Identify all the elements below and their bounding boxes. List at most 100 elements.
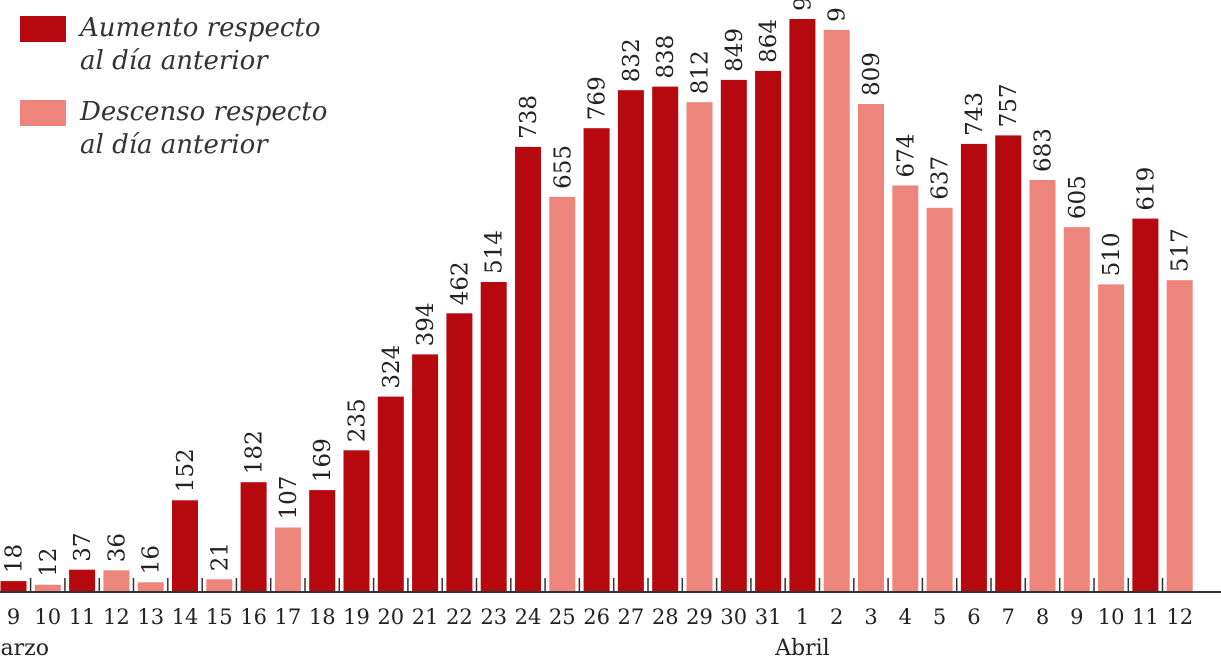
bar-value-label-3: 36	[104, 533, 130, 562]
bar-20	[686, 102, 713, 592]
bar-value-label-20: 812	[688, 50, 714, 94]
legend: Aumento respecto al día anterior Descens…	[20, 12, 330, 180]
bar-value-label-26: 674	[893, 134, 919, 178]
legend-swatch-decrease	[20, 100, 66, 126]
bar-12	[412, 354, 439, 592]
bar-21	[720, 79, 747, 592]
bar-value-label-22: 864	[756, 19, 782, 63]
bar-9	[309, 490, 336, 592]
x-tick-label-26: 4	[899, 605, 912, 629]
x-tick-label-34: 12	[1166, 605, 1193, 629]
bar-26	[892, 185, 919, 592]
bar-32	[1098, 284, 1125, 592]
bar-value-label-24: 9	[825, 7, 851, 22]
bar-15	[515, 146, 541, 592]
bar-value-label-4: 16	[139, 545, 165, 574]
x-tick-label-13: 22	[446, 605, 473, 629]
bar-6	[206, 579, 233, 592]
value-labels-group: 18 12 37 36 16 152 21 182 107 169 235 324 394 462 514 7…	[2, 0, 1194, 577]
x-tick-label-32: 10	[1098, 605, 1125, 629]
bar-value-label-15: 738	[516, 95, 542, 139]
x-tick-label-30: 8	[1036, 605, 1049, 629]
bar-2	[69, 569, 96, 592]
x-tick-label-1: 10	[34, 605, 61, 629]
bar-value-label-33: 619	[1133, 167, 1159, 211]
x-tick-label-18: 27	[618, 605, 645, 629]
bar-27	[926, 207, 953, 593]
bar-value-label-5: 152	[173, 448, 199, 492]
bar-value-label-13: 462	[447, 261, 473, 305]
bar-33	[1132, 218, 1159, 592]
x-tick-label-14: 23	[480, 605, 507, 629]
x-tick-label-20: 29	[686, 605, 713, 629]
month-label-0: Marzo	[0, 636, 49, 661]
bar-value-label-11: 324	[379, 345, 405, 389]
x-tick-label-0: 9	[7, 605, 20, 629]
x-tick-label-12: 21	[412, 605, 439, 629]
x-tick-label-16: 25	[549, 605, 576, 629]
bar-value-label-6: 21	[207, 542, 233, 571]
bar-value-label-25: 809	[859, 52, 885, 96]
bar-24	[823, 29, 850, 592]
x-tick-label-22: 31	[755, 605, 782, 629]
x-tick-label-33: 11	[1132, 605, 1159, 629]
bar-13	[446, 313, 473, 592]
x-tick-label-5: 14	[172, 605, 199, 629]
x-tick-label-9: 18	[309, 605, 336, 629]
x-tick-label-10: 19	[343, 605, 370, 629]
bar-25	[858, 104, 884, 592]
x-tick-label-4: 13	[137, 605, 164, 629]
legend-swatch-increase	[20, 16, 66, 42]
bar-10	[343, 450, 370, 592]
bar-value-label-29: 757	[996, 83, 1022, 127]
x-tick-label-31: 9	[1070, 605, 1083, 629]
x-tick-label-19: 28	[652, 605, 679, 629]
bar-8	[274, 527, 301, 592]
x-tick-label-7: 16	[240, 605, 267, 629]
x-tick-label-28: 6	[967, 605, 980, 629]
bar-5	[172, 500, 198, 592]
bar-17	[583, 128, 610, 592]
x-tick-label-17: 26	[583, 605, 610, 629]
bar-value-label-1: 12	[36, 548, 62, 577]
bar-14	[480, 282, 507, 592]
x-tick-label-6: 15	[206, 605, 233, 629]
bar-value-label-0: 18	[2, 544, 28, 573]
bar-value-label-7: 182	[242, 430, 268, 474]
legend-item-increase: Aumento respecto al día anterior	[20, 12, 330, 78]
x-tick-label-3: 12	[103, 605, 130, 629]
bar-4	[137, 582, 164, 592]
bar-value-label-8: 107	[276, 476, 302, 520]
bar-value-label-21: 849	[722, 28, 748, 72]
bar-value-label-30: 683	[1031, 128, 1057, 172]
bar-30	[1029, 180, 1056, 592]
bar-value-label-32: 510	[1099, 232, 1125, 276]
x-tick-label-27: 5	[933, 605, 946, 629]
bar-value-label-31: 605	[1065, 175, 1091, 219]
bar-34	[1166, 280, 1193, 592]
bar-0	[0, 581, 27, 592]
bar-value-label-19: 838	[653, 35, 679, 79]
bar-16	[549, 196, 576, 592]
bar-value-label-34: 517	[1168, 228, 1194, 272]
legend-label-decrease: Descenso respecto al día anterior	[80, 97, 328, 160]
x-tick-label-8: 17	[275, 605, 302, 629]
bar-value-label-17: 769	[585, 76, 611, 120]
x-tick-label-15: 24	[515, 605, 542, 629]
bar-value-label-14: 514	[482, 230, 508, 274]
x-tick-label-21: 30	[720, 605, 747, 629]
legend-item-decrease: Descenso respecto al día anterior	[20, 96, 330, 162]
x-tick-label-23: 1	[796, 605, 809, 629]
bar-23	[789, 19, 816, 592]
x-tick-label-25: 3	[864, 605, 877, 629]
x-tick-label-24: 2	[830, 605, 843, 629]
x-tick-label-2: 11	[69, 605, 96, 629]
bar-31	[1063, 227, 1090, 592]
bar-value-label-28: 743	[962, 92, 988, 136]
legend-label-increase: Aumento respecto al día anterior	[80, 13, 321, 76]
bar-29	[995, 135, 1022, 592]
x-axis	[0, 578, 1221, 593]
bar-11	[377, 396, 404, 592]
bar-22	[755, 70, 782, 592]
x-tick-label-29: 7	[1002, 605, 1015, 629]
